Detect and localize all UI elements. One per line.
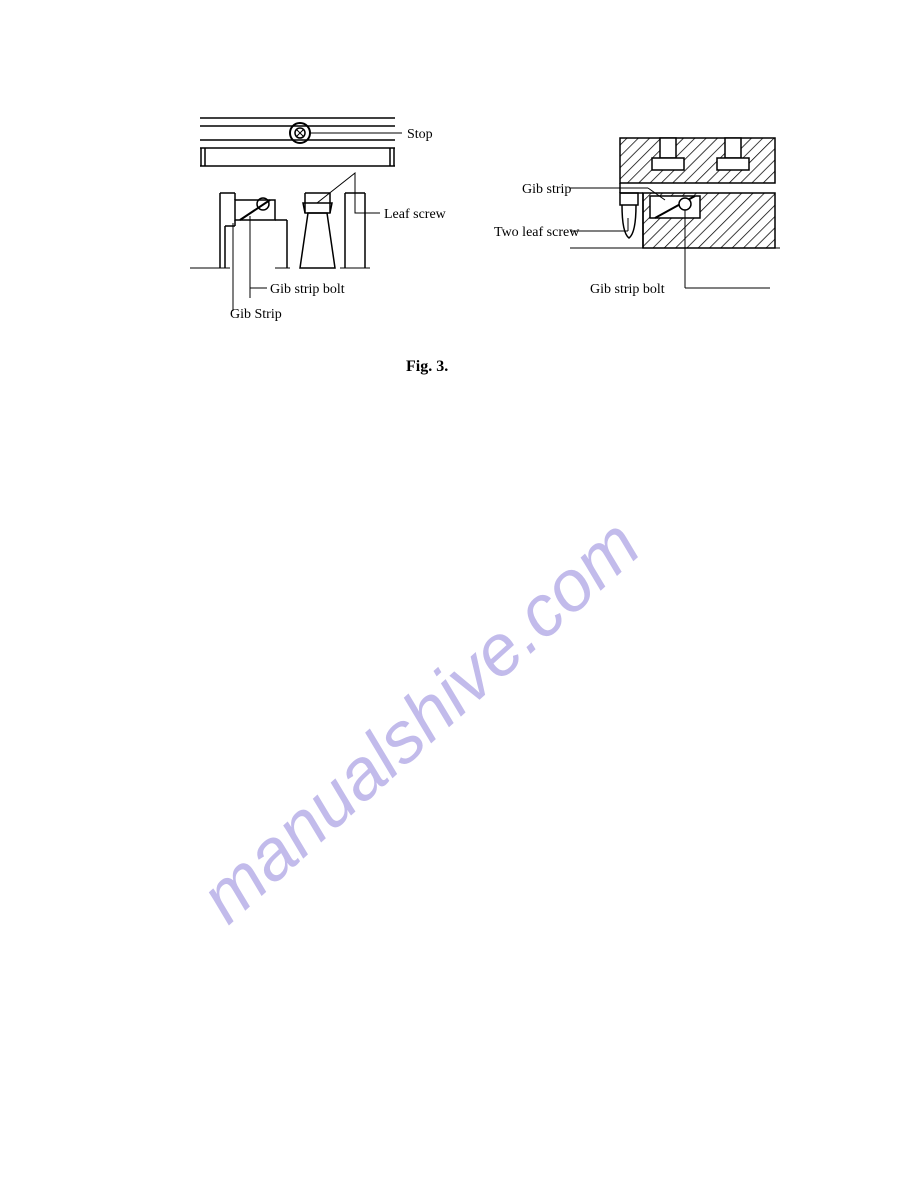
label-gib-strip-bolt-right: Gib strip bolt: [590, 282, 665, 298]
label-stop: Stop: [407, 127, 433, 143]
diagram-svg: [185, 108, 785, 338]
label-gib-strip-bolt-left: Gib strip bolt: [270, 282, 345, 298]
label-gib-strip-left: Gib Strip: [230, 307, 282, 323]
label-leaf-screw: Leaf screw: [384, 207, 446, 223]
watermark: manualshive.com: [185, 503, 656, 939]
figure-caption: Fig. 3.: [406, 358, 448, 376]
label-gib-strip-right: Gib strip: [522, 182, 571, 198]
technical-diagram: [185, 108, 785, 338]
right-drawing: [570, 138, 780, 288]
label-two-leaf-screw: Two leaf screw: [494, 225, 579, 241]
